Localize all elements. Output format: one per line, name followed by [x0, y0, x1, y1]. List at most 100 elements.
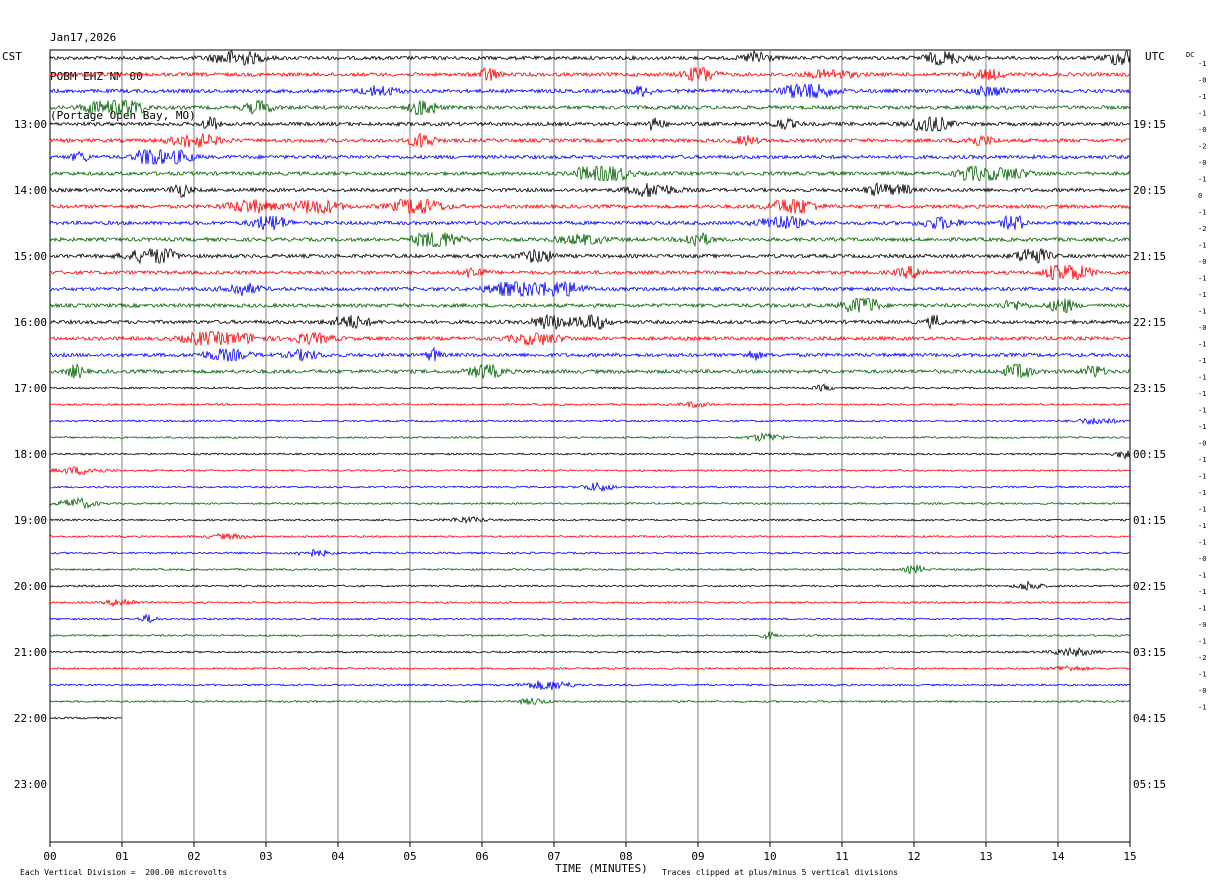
left-time-label: 20:00 — [14, 580, 47, 593]
dc-offset-label: -1 — [1198, 588, 1206, 596]
dc-offset-label: -1 — [1198, 407, 1206, 415]
location-label: (Portage Open Bay, MO) — [50, 109, 196, 122]
dc-offset-label: -1 — [1198, 572, 1206, 580]
trace-line — [49, 417, 1131, 425]
scale-note: Each Vertical Division = 200.00 microvol… — [20, 868, 228, 877]
x-tick-label: 15 — [1123, 850, 1136, 863]
dc-offset-label: -0 — [1198, 159, 1206, 167]
dc-offset-label: -1 — [1198, 456, 1206, 464]
trace-line — [49, 515, 1131, 525]
dc-offset-label: -0 — [1198, 440, 1206, 448]
x-tick-label: 00 — [43, 850, 56, 863]
dc-offset-label: -1 — [1198, 423, 1206, 431]
trace-line — [49, 466, 1131, 476]
trace-line — [49, 564, 1131, 575]
right-time-label: 01:15 — [1133, 514, 1166, 527]
trace-line — [49, 716, 123, 720]
trace-line — [49, 598, 1131, 608]
trace-line — [49, 232, 1131, 248]
x-tick-label: 09 — [691, 850, 704, 863]
trace-line — [49, 665, 1131, 672]
trace-line — [49, 613, 1131, 624]
trace-line — [49, 182, 1131, 199]
x-tick-label: 02 — [187, 850, 200, 863]
x-tick-label: 03 — [259, 850, 272, 863]
trace-line — [49, 346, 1131, 363]
dc-offset-label: -0 — [1198, 324, 1206, 332]
dc-offset-label: -1 — [1198, 93, 1206, 101]
trace-line — [49, 481, 1131, 492]
trace-line — [49, 496, 1131, 510]
left-time-label: 22:00 — [14, 712, 47, 725]
dc-offset-label: -1 — [1198, 308, 1206, 316]
dc-offset-label: -1 — [1198, 242, 1206, 250]
dc-offset-label: -1 — [1198, 506, 1206, 514]
dc-offset-label: -1 — [1198, 275, 1206, 283]
right-time-label: 02:15 — [1133, 580, 1166, 593]
clip-note: Traces clipped at plus/minus 5 vertical … — [662, 868, 899, 877]
dc-offset-label: -1 — [1198, 539, 1206, 547]
trace-line — [49, 401, 1131, 409]
dc-offset-label: -1 — [1198, 110, 1206, 118]
dc-offset-label: -1 — [1198, 341, 1206, 349]
right-time-label: 04:15 — [1133, 712, 1166, 725]
dc-offset-label: -2 — [1198, 654, 1206, 662]
x-tick-label: 04 — [331, 850, 345, 863]
dc-offset-label: -0 — [1198, 621, 1206, 629]
dc-offset-label: -1 — [1198, 671, 1206, 679]
trace-line — [49, 532, 1131, 541]
trace-line — [49, 99, 1131, 116]
dc-offset-label: -1 — [1198, 374, 1206, 382]
trace-line — [49, 330, 1131, 347]
dc-offset-label: 0 — [1198, 192, 1202, 200]
dc-offset-label: -1 — [1198, 473, 1206, 481]
date-label: Jan17,2026 — [50, 31, 117, 44]
dc-offset-label: -0 — [1198, 555, 1206, 563]
trace-line — [49, 247, 1131, 265]
left-time-label: 21:00 — [14, 646, 47, 659]
dc-offset-label: -1 — [1198, 291, 1206, 299]
x-tick-label: 06 — [475, 850, 488, 863]
trace-line — [49, 646, 1131, 657]
right-time-label: 20:15 — [1133, 184, 1166, 197]
left-time-label: 14:00 — [14, 184, 47, 197]
trace-line — [49, 49, 1131, 66]
trace-line — [49, 115, 1131, 132]
x-tick-label: 13 — [979, 850, 992, 863]
dc-offset-label: -0 — [1198, 258, 1206, 266]
left-time-label: 17:00 — [14, 382, 47, 395]
dc-offset-label: -0 — [1198, 77, 1206, 85]
dc-offset-label: -1 — [1198, 704, 1206, 712]
trace-line — [49, 696, 1131, 706]
left-time-label: 15:00 — [14, 250, 47, 263]
left-timezone-label: CST — [2, 50, 22, 63]
x-tick-label: 05 — [403, 850, 416, 863]
trace-line — [49, 450, 1131, 460]
dc-offset-label: -2 — [1198, 225, 1206, 233]
right-time-label: 22:15 — [1133, 316, 1166, 329]
left-time-label: 19:00 — [14, 514, 47, 527]
dc-offset-label: -1 — [1198, 489, 1206, 497]
dc-label: DC — [1186, 51, 1194, 59]
right-time-label: 23:15 — [1133, 382, 1166, 395]
trace-line — [49, 165, 1131, 182]
trace-line — [49, 148, 1131, 166]
dc-offset-label: -1 — [1198, 605, 1206, 613]
x-tick-label: 07 — [547, 850, 560, 863]
dc-offset-label: -1 — [1198, 390, 1206, 398]
trace-line — [49, 132, 1131, 148]
trace-line — [49, 280, 1131, 298]
trace-line — [49, 264, 1131, 280]
right-time-label: 05:15 — [1133, 778, 1166, 791]
dc-offset-label: -1 — [1198, 638, 1206, 646]
trace-line — [49, 83, 1131, 99]
dc-offset-label: -1 — [1198, 357, 1206, 365]
left-time-label: 13:00 — [14, 118, 47, 131]
dc-offset-label: -0 — [1198, 687, 1206, 695]
x-tick-label: 01 — [115, 850, 128, 863]
dc-offset-label: -0 — [1198, 126, 1206, 134]
trace-line — [49, 67, 1131, 82]
right-timezone-label: UTC — [1145, 50, 1165, 63]
plot-frame — [49, 49, 1131, 843]
trace-line — [49, 631, 1131, 641]
